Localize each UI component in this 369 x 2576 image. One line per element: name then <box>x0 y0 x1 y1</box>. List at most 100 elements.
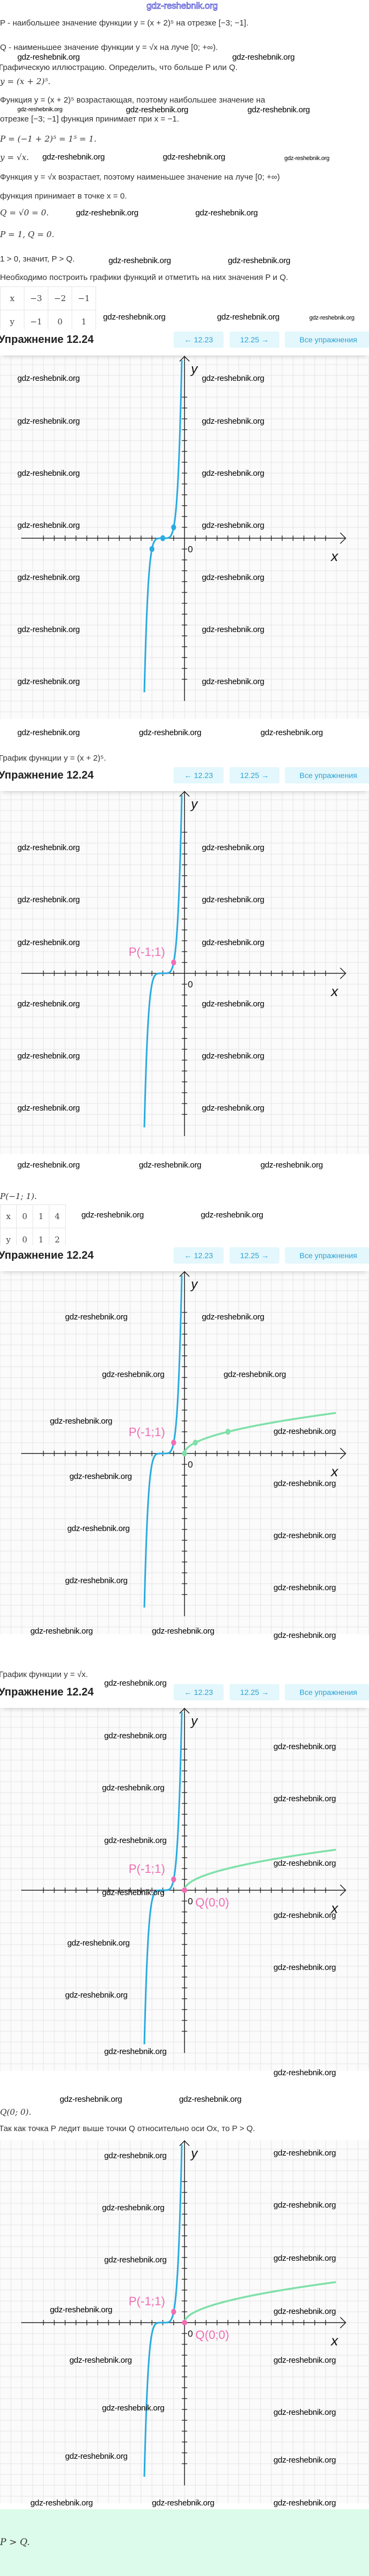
watermark-text: gdz-reshebnik.org <box>202 573 264 582</box>
watermark-text: gdz-reshebnik.org <box>17 573 80 582</box>
table-cell: 4 <box>49 1204 66 1228</box>
watermark-text: gdz-reshebnik.org <box>17 469 80 478</box>
watermark-text: gdz-reshebnik.org <box>273 2148 336 2158</box>
quintic-curve <box>143 1275 183 1608</box>
next-exercise-button[interactable]: 12.25 → <box>230 1247 279 1264</box>
watermark-text: gdz-reshebnik.org <box>17 999 80 1009</box>
text-line: Графическую иллюстрацию. Определить, что… <box>0 63 238 72</box>
watermark-text: gdz-reshebnik.org <box>273 2254 336 2263</box>
text-line: Функция y = (x + 2)⁵ возрастающая, поэто… <box>0 95 265 105</box>
next-exercise-button[interactable]: 12.25 → <box>230 331 279 348</box>
exercise-title: Упражнение 12.24 <box>0 1686 94 1698</box>
watermark-text: gdz-reshebnik.org <box>273 1963 336 1972</box>
watermark-text: gdz-reshebnik.org <box>109 256 171 265</box>
quintic-curve <box>143 795 183 1128</box>
next-exercise-button[interactable]: 12.25 → <box>230 1684 279 1700</box>
y-axis-label: y <box>190 1277 199 1292</box>
sqrt-point <box>193 1439 198 1446</box>
watermark-text: gdz-reshebnik.org <box>273 2498 336 2508</box>
watermark-text: gdz-reshebnik.org <box>202 1312 264 1322</box>
watermark-text: gdz-reshebnik.org <box>247 105 310 114</box>
watermark-text: gdz-reshebnik.org <box>102 2203 164 2212</box>
exercise-title: Упражнение 12.24 <box>0 334 94 346</box>
origin-label: 0 <box>188 544 193 554</box>
watermark-text: gdz-reshebnik.org <box>273 1583 336 1592</box>
all-exercises-button[interactable]: Все упражнения <box>285 767 369 783</box>
y-axis-label: y <box>190 362 199 377</box>
watermark-text: gdz-reshebnik.org <box>202 374 264 383</box>
watermark-text: gdz-reshebnik.org <box>17 895 80 904</box>
watermark-text: gdz-reshebnik.org <box>273 2456 336 2465</box>
watermark-text: gdz-reshebnik.org <box>284 155 329 162</box>
prev-exercise-button[interactable]: ← 12.23 <box>174 331 224 348</box>
watermark-text: gdz-reshebnik.org <box>17 677 80 686</box>
x-axis-arrow-icon <box>340 532 347 544</box>
watermark-text: gdz-reshebnik.org <box>17 53 80 62</box>
exercise-header: Упражнение 12.24 ← 12.23 12.25 → Все упр… <box>0 1682 369 1708</box>
watermark-text: gdz-reshebnik.org <box>260 728 323 737</box>
sqrt-curve <box>183 1848 336 1891</box>
origin-label: 0 <box>188 2329 193 2339</box>
point-P-label: P(-1;1) <box>129 945 165 959</box>
watermark-text: gdz-reshebnik.org <box>50 1417 112 1426</box>
watermark-text: gdz-reshebnik.org <box>104 2255 167 2265</box>
watermark-text: gdz-reshebnik.org <box>60 2095 122 2104</box>
caption: Так как точка P ледит выше точки Q относ… <box>0 2124 256 2133</box>
watermark-text: gdz-reshebnik.org <box>139 1161 201 1170</box>
watermark-text: gdz-reshebnik.org <box>17 625 80 634</box>
quintic-curve <box>143 2144 183 2477</box>
watermark-text: gdz-reshebnik.org <box>17 1051 80 1061</box>
text-line: Функция y = √x возрастает, поэтому наиме… <box>0 173 280 182</box>
answer-box: P > Q. <box>0 2509 369 2576</box>
quintic-point <box>160 535 166 541</box>
watermark-text: gdz-reshebnik.org <box>273 1742 336 1751</box>
watermark-text: gdz-reshebnik.org <box>104 2151 167 2160</box>
prev-exercise-button[interactable]: ← 12.23 <box>174 1247 224 1264</box>
all-exercises-button[interactable]: Все упражнения <box>285 1247 369 1264</box>
watermark-text: gdz-reshebnik.org <box>65 2452 128 2461</box>
watermark-text: gdz-reshebnik.org <box>104 1731 167 1740</box>
all-exercises-button[interactable]: Все упражнения <box>285 1684 369 1700</box>
watermark-text: gdz-reshebnik.org <box>273 1531 336 1540</box>
answer-text: P > Q. <box>0 2537 30 2548</box>
watermark-text: gdz-reshebnik.org <box>152 2498 214 2508</box>
x-axis-label: x <box>330 983 339 999</box>
watermark-text: gdz-reshebnik.org <box>30 1627 93 1636</box>
quintic-curve <box>143 1712 183 2045</box>
watermark-text: gdz-reshebnik.org <box>202 895 264 904</box>
y-axis-arrow-icon <box>179 791 190 797</box>
caption: Q(0; 0). <box>0 2107 31 2117</box>
watermark-text: gdz-reshebnik.org <box>202 417 264 426</box>
prev-exercise-button[interactable]: ← 12.23 <box>174 1684 224 1700</box>
text-line: функция принимает в точке x = 0. <box>0 192 127 201</box>
watermark-text: gdz-reshebnik.org <box>104 2047 167 2056</box>
y-axis-label: y <box>190 2146 199 2161</box>
watermark-text: gdz-reshebnik.org <box>202 677 264 686</box>
table-cell: x <box>0 1204 17 1228</box>
text-line: Q - наименьшее значение функции y = √x н… <box>0 43 218 52</box>
watermark-text: gdz-reshebnik.org <box>69 2356 132 2365</box>
all-exercises-button[interactable]: Все упражнения <box>285 331 369 348</box>
watermark-text: gdz-reshebnik.org <box>17 1104 80 1113</box>
prev-exercise-button[interactable]: ← 12.23 <box>174 767 224 783</box>
watermark-text: gdz-reshebnik.org <box>202 938 264 947</box>
watermark-text: gdz-reshebnik.org <box>273 2408 336 2417</box>
x-axis-label: x <box>330 2332 339 2349</box>
text-line: P = 1, Q = 0. <box>0 229 54 239</box>
point-P-label: P(-1;1) <box>129 1862 165 1876</box>
exercise-header: Упражнение 12.24 ← 12.23 12.25 → Все упр… <box>0 329 369 355</box>
watermark-text: gdz-reshebnik.org <box>179 2095 241 2104</box>
watermark-text: gdz-reshebnik.org <box>228 256 290 265</box>
watermark-text: gdz-reshebnik.org <box>65 1312 128 1322</box>
watermark-text: gdz-reshebnik.org <box>201 1210 263 1220</box>
watermark-text: gdz-reshebnik.org <box>195 208 258 218</box>
next-exercise-button[interactable]: 12.25 → <box>230 767 279 783</box>
text-line: y = (x + 2)⁵. <box>0 76 51 86</box>
origin-label: 0 <box>188 979 193 990</box>
text-line: Q = √0 = 0. <box>0 208 49 218</box>
watermark-text: gdz-reshebnik.org <box>163 152 225 162</box>
watermark-text: gdz-reshebnik.org <box>67 1524 130 1533</box>
y-axis-arrow-icon <box>179 2140 190 2146</box>
watermark-text: gdz-reshebnik.org <box>273 1859 336 1868</box>
